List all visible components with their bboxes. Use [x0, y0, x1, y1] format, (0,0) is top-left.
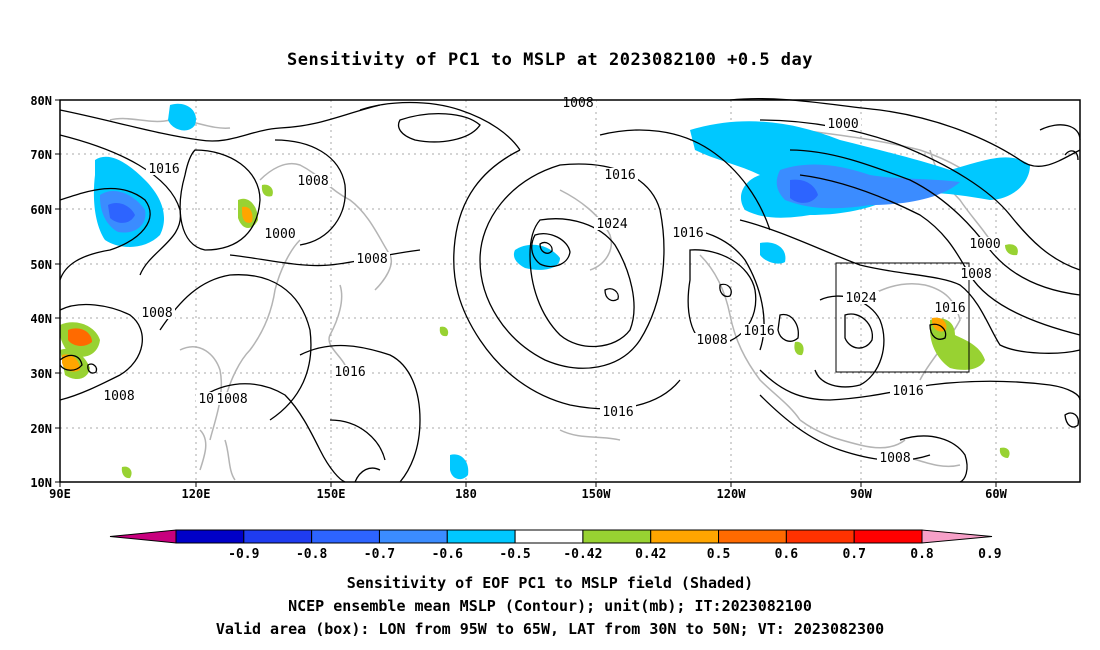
contour-label: 1016	[602, 405, 633, 420]
colorbar-segment	[650, 529, 720, 544]
lon-tick-label: 150W	[582, 487, 612, 501]
contour-labels: 1008 1016 1008 1000 1008 1008 1016 1008 1008 1016…	[101, 96, 1003, 466]
contour-label-bg	[694, 333, 730, 346]
contour-label-bg	[332, 365, 368, 378]
colorbar-label: -0.6	[432, 547, 463, 562]
page-title: Sensitivity of PC1 to MSLP at 2023082100…	[286, 50, 813, 70]
contour-label-bg	[932, 301, 968, 314]
contour-label-bg	[670, 226, 706, 239]
contour-label-bg	[958, 267, 994, 280]
lon-tick-label: 90W	[850, 487, 872, 501]
colorbar: -0.9 -0.8 -0.7 -0.6 -0.5 -0.42 0.42 0.5 0.6 0.7 0.…	[109, 529, 1002, 562]
lat-tick-label: 10N	[30, 476, 52, 490]
contour-label-bg	[890, 384, 926, 397]
colorbar-segment	[446, 529, 516, 544]
contour-label: 1016	[892, 384, 923, 399]
contour-label-bg	[594, 217, 630, 230]
lon-tick-label: 180	[455, 487, 477, 501]
contour-label-bg	[295, 174, 331, 187]
contour-label-bg	[214, 392, 250, 405]
contour-label: 1008	[356, 252, 387, 267]
gridlines	[60, 100, 1080, 482]
contour-label: 1008	[879, 451, 910, 466]
contour-label: 1016	[934, 301, 965, 316]
contour-label: 1008	[696, 333, 727, 348]
contour-label-bg	[600, 405, 636, 418]
caption-line-1: Sensitivity of EOF PC1 to MSLP field (Sh…	[346, 574, 754, 592]
lat-tick-label: 60N	[30, 203, 52, 217]
lat-tick-label: 30N	[30, 367, 52, 381]
contour-label: 1016	[148, 162, 179, 177]
lat-tick-label: 20N	[30, 422, 52, 436]
sensitivity-shading	[59, 103, 1030, 480]
contour-label: 1000	[264, 227, 295, 242]
lon-tick-label: 60W	[985, 487, 1007, 501]
axis-labels: 90E 120E 150E 180 150W 120W 90W 60W 80N 70N 60N 50N…	[30, 94, 1007, 501]
colorbar-segment	[785, 529, 855, 544]
contour-label: 1016	[604, 168, 635, 183]
contour-label: 1000	[827, 117, 858, 132]
valid-area-box	[835, 262, 970, 373]
lat-tick-label: 80N	[30, 94, 52, 108]
colorbar-label: 0.42	[635, 547, 666, 562]
colorbar-segment	[378, 529, 448, 544]
colorbar-segment	[243, 529, 313, 544]
coastlines	[109, 117, 991, 481]
colorbar-label: 0.9	[978, 547, 1001, 562]
contour-label: 1008	[562, 96, 593, 111]
lon-tick-label: 150E	[317, 487, 346, 501]
contour-label-bg	[602, 168, 638, 181]
contour-label-bg	[967, 237, 1003, 250]
colorbar-label: -0.7	[364, 547, 395, 562]
contour-label: 1016	[743, 324, 774, 339]
lon-tick-label: 120W	[717, 487, 747, 501]
contour-label-bg	[262, 227, 298, 240]
colorbar-segment	[718, 529, 787, 544]
caption-line-3: Valid area (box): LON from 95W to 65W, L…	[215, 620, 885, 638]
contour-label: 1000	[969, 237, 1000, 252]
colorbar-segment	[582, 529, 652, 544]
colorbar-triangle-low	[109, 529, 177, 544]
contour-label-bg	[741, 324, 777, 337]
contour-label-bg	[354, 252, 390, 265]
map-frame	[59, 99, 1081, 483]
contour-label-bg	[843, 291, 879, 304]
contour-label: 1008	[141, 306, 172, 321]
colorbar-label: -0.42	[563, 547, 602, 562]
contour-label: 1008	[103, 389, 134, 404]
contour-label-bg	[101, 389, 137, 402]
mslp-contours	[59, 98, 1081, 483]
colorbar-segment	[311, 529, 380, 544]
colorbar-label: -0.9	[228, 547, 259, 562]
contour-label: 1024	[596, 217, 627, 232]
contour-label-bg	[139, 306, 175, 319]
contour-label: 1016	[672, 226, 703, 241]
contour-label-bg	[825, 117, 861, 130]
colorbar-label: 0.5	[707, 547, 730, 562]
lon-tick-label: 90E	[49, 487, 71, 501]
colorbar-label: 0.6	[775, 547, 799, 562]
caption-line-2: NCEP ensemble mean MSLP (Contour); unit(…	[288, 597, 812, 615]
lon-tick-label: 120E	[182, 487, 211, 501]
colorbar-triangle-high	[921, 529, 993, 544]
colorbar-label: 0.7	[842, 547, 865, 562]
lat-tick-label: 40N	[30, 312, 52, 326]
colorbar-segment	[514, 529, 584, 544]
contour-label-bg	[146, 162, 182, 175]
lat-tick-label: 50N	[30, 258, 52, 272]
contour-label: 1008	[960, 267, 991, 282]
contour-label: 1024	[845, 291, 876, 306]
contour-label-bg	[877, 451, 913, 464]
contour-label: 1008	[297, 174, 328, 189]
colorbar-segment	[175, 529, 245, 544]
colorbar-label: -0.8	[296, 547, 327, 562]
contour-label: 1008	[216, 392, 247, 407]
colorbar-label: 0.8	[910, 547, 934, 562]
colorbar-label: -0.5	[499, 547, 530, 562]
contour-label: 1016	[334, 365, 365, 380]
colorbar-segment	[853, 529, 923, 544]
lat-tick-label: 70N	[30, 148, 52, 162]
